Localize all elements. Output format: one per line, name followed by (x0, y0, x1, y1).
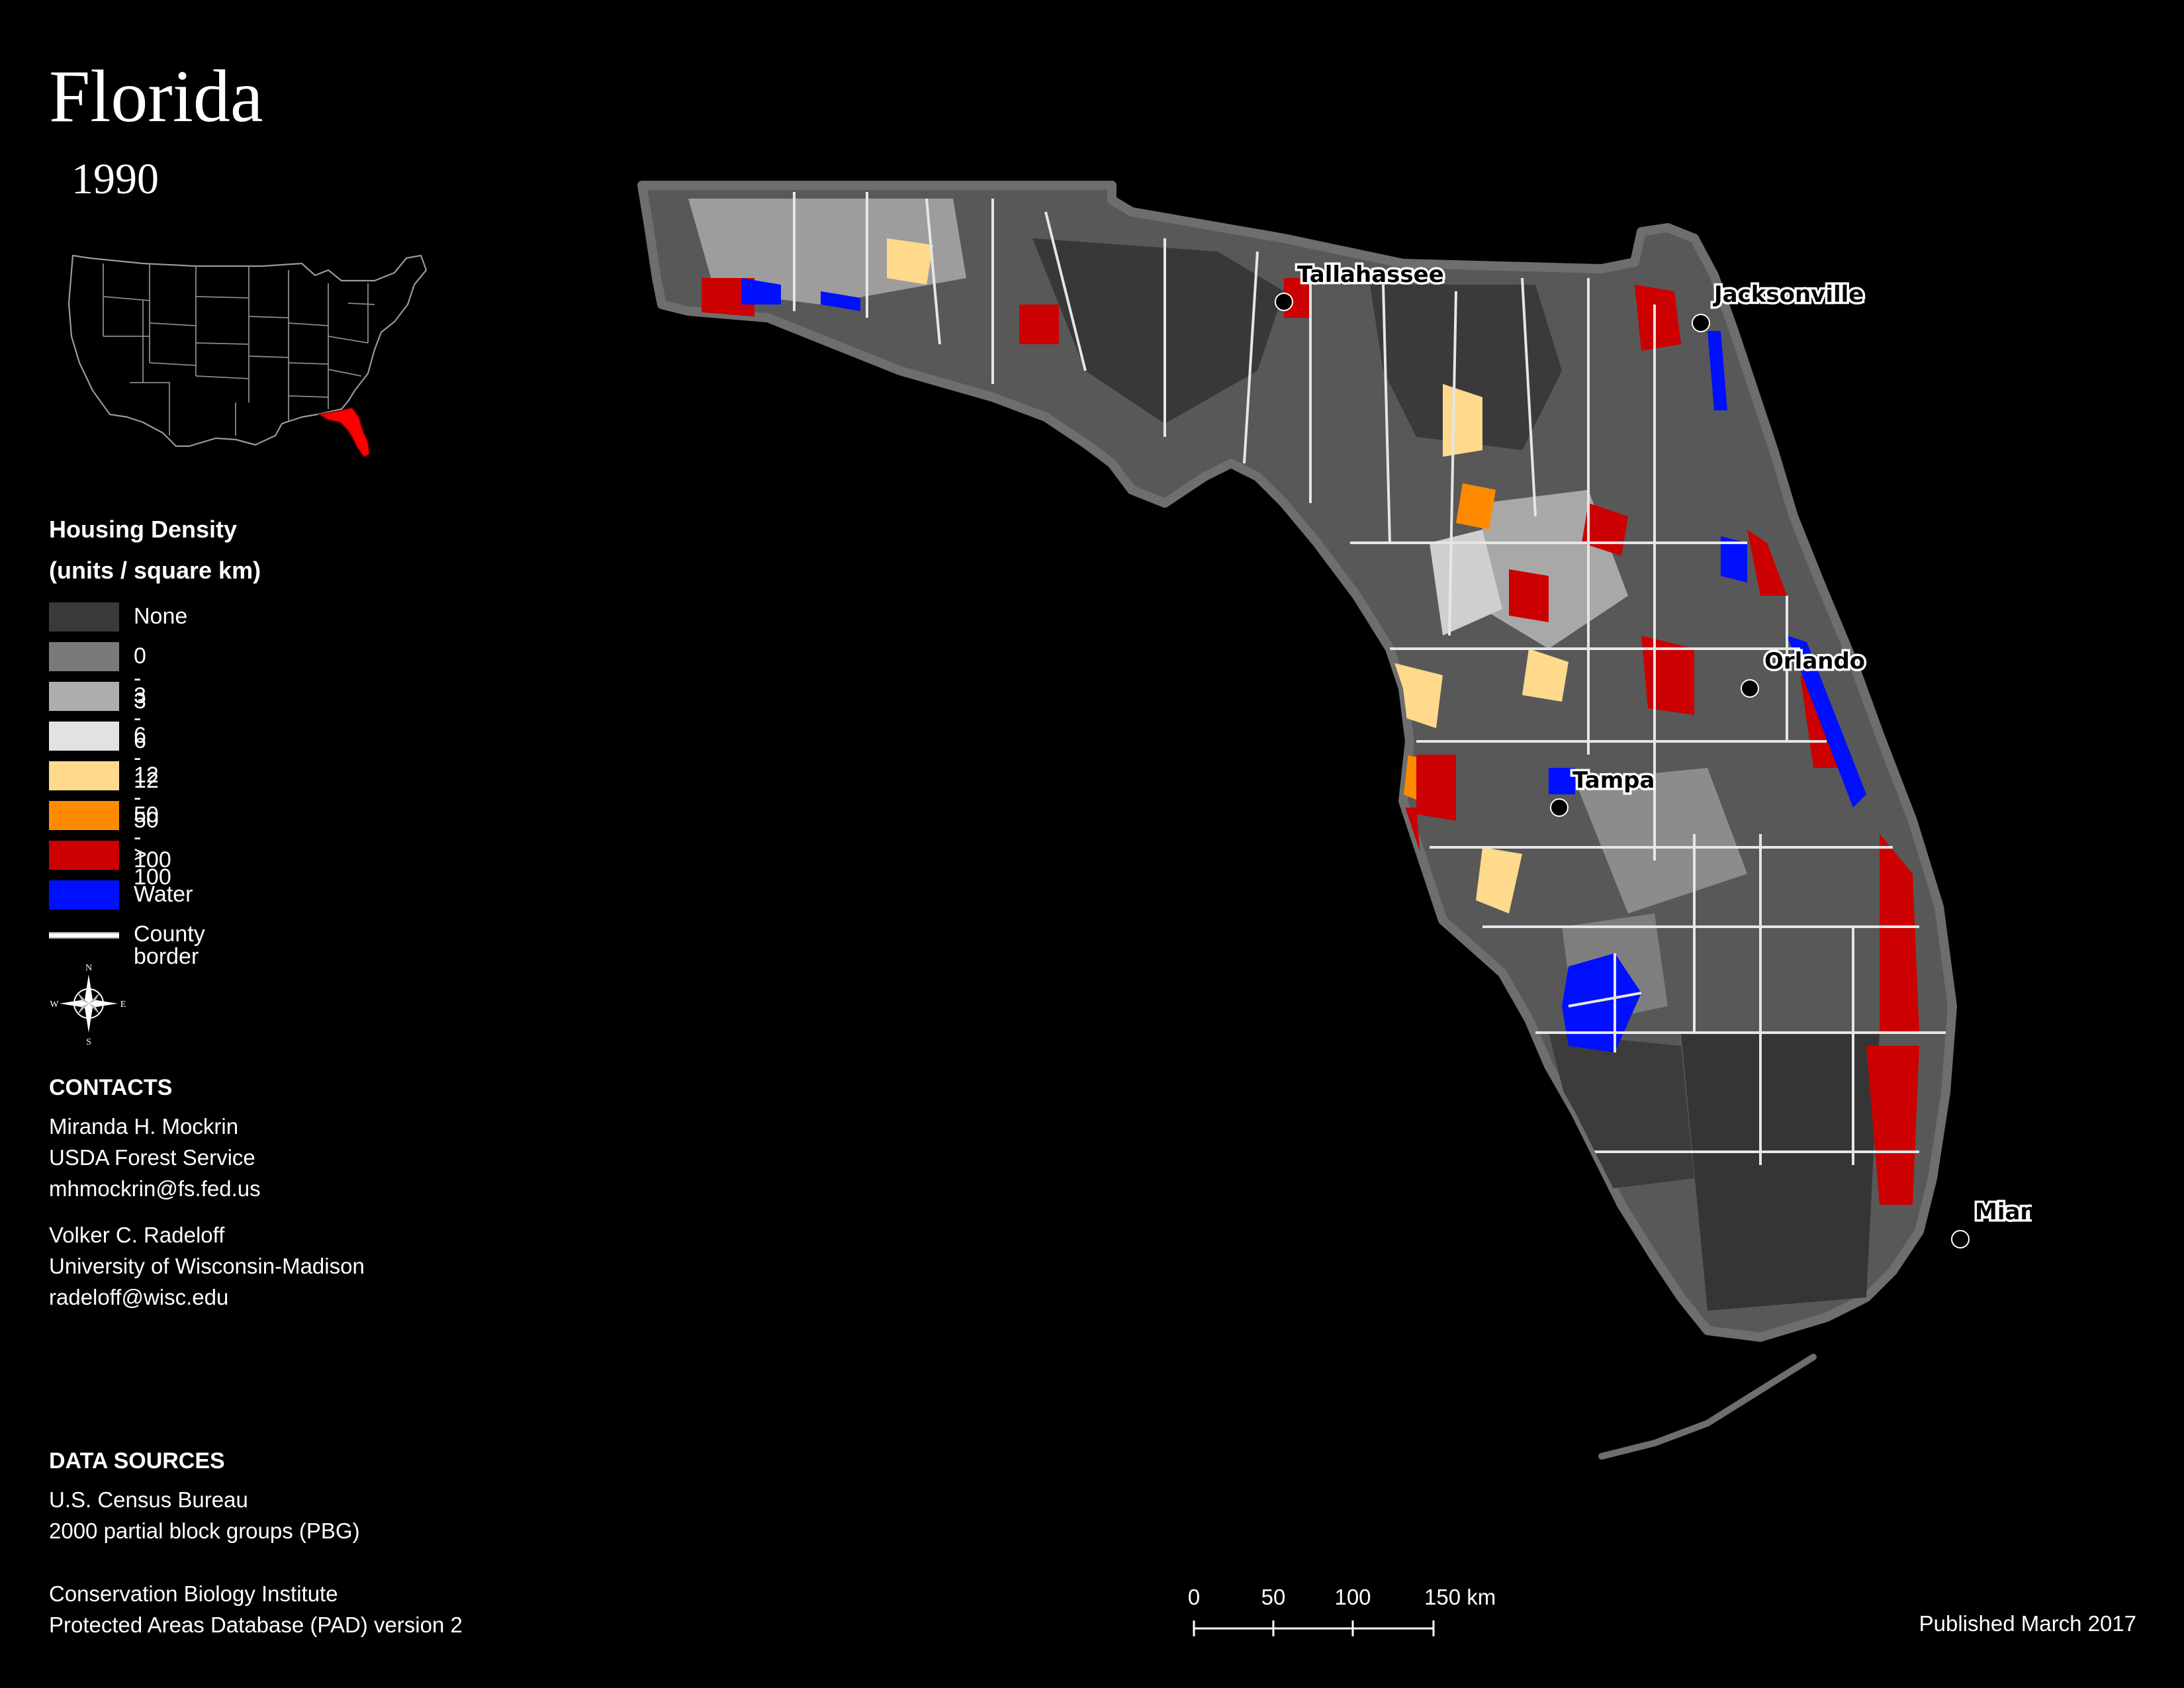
legend-label: None (134, 604, 188, 629)
data-sources-heading: DATA SOURCES (49, 1448, 225, 1474)
legend-swatch (49, 841, 119, 870)
legend-label: 50 - 100 (134, 802, 171, 872)
contact-org: USDA Forest Service (49, 1145, 255, 1170)
legend-units: (units / square km) (49, 557, 261, 584)
legend-swatch (49, 880, 119, 910)
florida-housing-density-map: Tallahassee Jacksonville Orlando Tampa M… (637, 181, 2032, 1460)
city-label-tampa: Tampa (1572, 767, 1655, 794)
contact-name: Volker C. Radeloff (49, 1223, 225, 1247)
legend-label: 12 - 50 (134, 763, 159, 833)
scale-bar: 0 50 100 150 km (1188, 1585, 1496, 1636)
scale-tick-label: 0 (1188, 1585, 1200, 1609)
city-label-tallahassee: Tallahassee (1297, 261, 1444, 288)
city-marker-tampa (1550, 798, 1569, 817)
city-marker-tallahassee (1275, 293, 1293, 311)
source-line: Protected Areas Database (PAD) version 2 (49, 1613, 463, 1637)
city-marker-orlando (1741, 679, 1759, 698)
map-title: Florida (49, 56, 263, 138)
source-line: Conservation Biology Institute (49, 1581, 338, 1606)
legend-label: County border (134, 921, 205, 969)
florida-keys (1598, 1354, 1817, 1460)
contact-email: radeloff@wisc.edu (49, 1285, 229, 1309)
county-borders (793, 192, 1946, 1165)
contact-name: Miranda H. Mockrin (49, 1114, 239, 1139)
legend-title: Housing Density (49, 516, 238, 543)
city-marker-miami (1951, 1230, 1970, 1248)
source-block: Conservation Biology Institute Protected… (49, 1578, 463, 1640)
city-label-miami: Miami (1975, 1199, 2032, 1225)
contact-email: mhmockrin@fs.fed.us (49, 1176, 261, 1201)
published-date: Published March 2017 (1919, 1611, 2136, 1636)
compass-s: S (86, 1037, 91, 1046)
legend-swatch (49, 642, 119, 671)
legend-label: 0 - 3 (134, 643, 146, 714)
city-markers (1275, 293, 1970, 1248)
contact-block: Miranda H. Mockrin USDA Forest Service m… (49, 1111, 261, 1204)
city-label-orlando: Orlando (1764, 648, 1865, 675)
us-inset-map (68, 254, 428, 457)
legend-label: > 100 (134, 842, 171, 890)
compass-n: N (85, 963, 92, 973)
legend-swatch (49, 682, 119, 711)
legend-label: 3 - 6 (134, 683, 146, 753)
legend-swatch (49, 722, 119, 751)
map-year: 1990 (71, 155, 159, 203)
source-block: U.S. Census Bureau 2000 partial block gr… (49, 1484, 360, 1546)
contacts-heading: CONTACTS (49, 1075, 173, 1100)
scale-tick-label: 150 km (1424, 1585, 1496, 1609)
florida-highlight (317, 407, 370, 457)
legend-label: Water (134, 882, 193, 907)
legend-label: 6 - 12 (134, 723, 159, 793)
city-marker-jacksonville (1692, 314, 1710, 332)
legend-swatch (49, 801, 119, 830)
compass-rose-icon: N S E W (50, 963, 126, 1046)
city-label-jacksonville: Jacksonville (1713, 281, 1864, 308)
contact-org: University of Wisconsin-Madison (49, 1254, 365, 1278)
compass-w: W (50, 1000, 59, 1009)
us-outline (68, 254, 428, 447)
legend-swatch (49, 761, 119, 790)
scale-tick-label: 50 (1261, 1585, 1286, 1609)
source-line: U.S. Census Bureau (49, 1487, 248, 1512)
compass-e: E (120, 1000, 126, 1009)
scale-tick-label: 100 (1334, 1585, 1371, 1609)
contact-block: Volker C. Radeloff University of Wiscons… (49, 1219, 365, 1313)
source-line: 2000 partial block groups (PBG) (49, 1519, 360, 1543)
county-border-swatch (49, 932, 119, 939)
legend-swatch (49, 602, 119, 632)
